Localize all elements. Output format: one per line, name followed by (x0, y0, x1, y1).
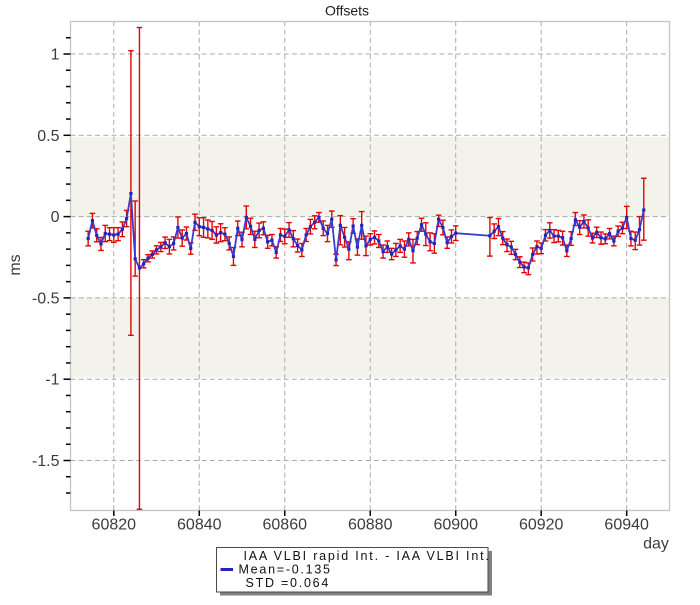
svg-text:60840: 60840 (177, 517, 222, 534)
svg-text:-0.5: -0.5 (32, 290, 60, 307)
svg-text:1: 1 (51, 47, 60, 64)
svg-text:IAA VLBI rapid Int. - IAA VLBI: IAA VLBI rapid Int. - IAA VLBI Int. (244, 549, 491, 563)
svg-text:Mean=-0.135: Mean=-0.135 (239, 563, 332, 577)
svg-text:-1.5: -1.5 (32, 453, 60, 470)
svg-text:0: 0 (51, 209, 60, 226)
svg-text:60920: 60920 (519, 517, 564, 534)
svg-text:day: day (643, 536, 669, 553)
svg-text:ms: ms (7, 254, 24, 275)
svg-text:60940: 60940 (604, 517, 649, 534)
svg-text:60900: 60900 (433, 517, 478, 534)
svg-text:60820: 60820 (92, 517, 137, 534)
svg-text:-1: -1 (45, 372, 59, 389)
svg-text:0.5: 0.5 (37, 128, 59, 145)
svg-text:60860: 60860 (263, 517, 308, 534)
svg-text:STD =0.064: STD =0.064 (246, 576, 331, 590)
svg-text:60880: 60880 (348, 517, 393, 534)
svg-text:Offsets: Offsets (325, 3, 369, 19)
